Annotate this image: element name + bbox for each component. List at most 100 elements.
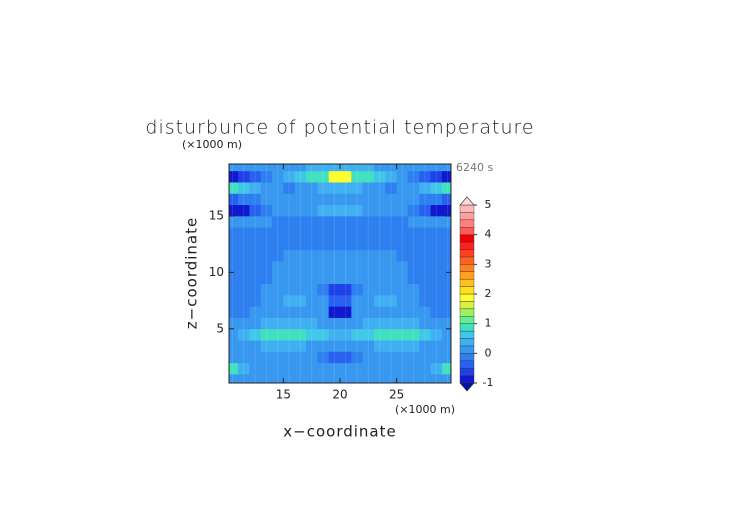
contour-cell	[283, 328, 296, 341]
contour-cell	[373, 272, 386, 285]
contour-cell	[328, 261, 341, 273]
contour-cell	[272, 328, 284, 341]
colorbar-over	[459, 196, 475, 206]
contour-cell	[260, 238, 273, 251]
contour-cell	[294, 306, 307, 318]
contour-cell	[238, 328, 250, 341]
contour-cell	[328, 249, 341, 262]
colorbar-tick-label: 1	[485, 317, 492, 330]
contour-cell	[441, 373, 451, 383]
contour-cell	[396, 272, 409, 285]
contour-cell	[407, 306, 420, 318]
contour-cell	[351, 294, 364, 307]
contour-cell	[407, 340, 420, 352]
contour-cell	[229, 362, 239, 375]
colorbar-band	[459, 264, 475, 272]
contour-cell	[283, 204, 296, 217]
contour-cell	[385, 215, 398, 228]
contour-cell	[260, 272, 273, 285]
contour-cell	[260, 261, 273, 273]
contour-cell	[396, 351, 409, 364]
contour-cell	[283, 164, 296, 172]
contour-cell	[419, 317, 432, 330]
contour-cell	[294, 204, 307, 217]
contour-cell	[373, 193, 386, 206]
contour-cell	[396, 182, 409, 194]
contour-cell	[407, 272, 420, 285]
contour-cell	[272, 204, 284, 217]
contour-cell	[283, 294, 296, 307]
colorbar-band	[459, 338, 475, 347]
chart-title: disturbunce of potential temperature	[145, 117, 534, 139]
contour-cell	[294, 272, 307, 285]
contour-cell	[340, 362, 352, 375]
contour-cell	[306, 204, 318, 217]
contour-cell	[260, 249, 273, 262]
contour-cell	[306, 328, 318, 341]
contour-cell	[328, 362, 341, 375]
contour-cell	[283, 182, 296, 194]
contour-cell	[351, 193, 364, 206]
contour-cell	[407, 317, 420, 330]
contour-cell	[272, 215, 284, 228]
contour-cell	[249, 204, 262, 217]
contour-cell	[385, 351, 398, 364]
contour-cell	[362, 362, 375, 375]
contour-cell	[340, 283, 352, 296]
colorbar-tick-label: 3	[485, 257, 492, 270]
contour-cell	[407, 362, 420, 375]
contour-cell	[249, 164, 262, 172]
contour-cell	[407, 164, 420, 172]
contour-cell	[373, 204, 386, 217]
contour-cell	[317, 182, 330, 194]
contour-cell	[328, 283, 341, 296]
contour-cell	[373, 261, 386, 273]
contour-cell	[328, 164, 341, 172]
contour-cell	[441, 204, 451, 217]
contour-cell	[294, 362, 307, 375]
contour-cell	[238, 182, 250, 194]
contour-cell	[340, 170, 352, 183]
contour-cell	[385, 261, 398, 273]
contour-cell	[419, 272, 432, 285]
contour-cell	[328, 294, 341, 307]
contour-cell	[317, 170, 330, 183]
contour-cell	[294, 182, 307, 194]
contour-cell	[306, 261, 318, 273]
contour-cell	[362, 294, 375, 307]
contour-cell	[362, 182, 375, 194]
contour-cell	[294, 294, 307, 307]
contour-cell	[351, 317, 364, 330]
contour-cell	[229, 249, 239, 262]
colorbar-band	[459, 301, 475, 310]
contour-cell	[419, 238, 432, 251]
contour-cell	[441, 227, 451, 239]
contour-cell	[229, 328, 239, 341]
colorbar-band	[459, 375, 475, 384]
contour-cell	[430, 373, 443, 383]
colorbar-tick-label: -1	[483, 376, 494, 389]
contour-cell	[306, 351, 318, 364]
contour-cell	[294, 283, 307, 296]
contour-cell	[340, 328, 352, 341]
contour-cell	[362, 351, 375, 364]
colorbar-band	[459, 323, 475, 332]
contour-cell	[362, 227, 375, 239]
contour-cell	[340, 272, 352, 285]
colorbar-band	[459, 249, 475, 258]
colorbar-band	[459, 345, 475, 354]
contour-cell	[419, 373, 432, 383]
contour-cell	[306, 164, 318, 172]
contour-cell	[260, 182, 273, 194]
contour-cell	[430, 306, 443, 318]
contour-cell	[441, 193, 451, 206]
contour-cell	[229, 238, 239, 251]
contour-cell	[362, 215, 375, 228]
contour-cell	[373, 373, 386, 383]
contour-cell	[249, 238, 262, 251]
contour-cell	[317, 193, 330, 206]
contour-cell	[249, 306, 262, 318]
contour-cell	[396, 249, 409, 262]
contour-cell	[249, 362, 262, 375]
x-tick-label: 20	[332, 388, 347, 402]
